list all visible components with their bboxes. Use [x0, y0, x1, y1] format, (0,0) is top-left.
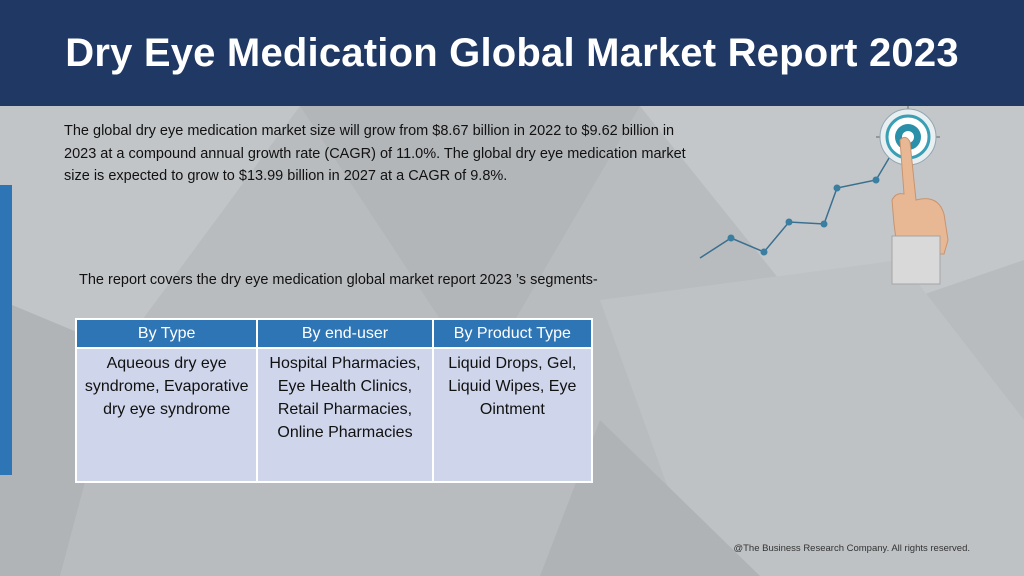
page-title: Dry Eye Medication Global Market Report …: [65, 30, 959, 75]
segments-intro: The report covers the dry eye medication…: [79, 272, 598, 288]
table-header-row: By Type By end-user By Product Type: [74, 318, 594, 349]
column-header: By end-user: [256, 318, 434, 349]
table-cell: Aqueous dry eye syndrome, Evaporative dr…: [74, 347, 259, 483]
intro-paragraph: The global dry eye medication market siz…: [64, 123, 686, 184]
table-row: Aqueous dry eye syndrome, Evaporative dr…: [74, 347, 594, 483]
table-cell: Hospital Pharmacies, Eye Health Clinics,…: [256, 347, 434, 483]
growth-graphic: [699, 106, 949, 285]
column-header: By Type: [74, 318, 259, 349]
target-icon: [876, 106, 940, 168]
title-bar: Dry Eye Medication Global Market Report …: [0, 0, 1024, 106]
pointing-hand-icon: [891, 136, 949, 285]
table-cell: Liquid Drops, Gel, Liquid Wipes, Eye Oin…: [431, 347, 594, 483]
copyright-footer: @The Business Research Company. All righ…: [733, 543, 970, 554]
accent-bar: [0, 185, 12, 475]
column-header: By Product Type: [431, 318, 594, 349]
segments-table: By Type By end-user By Product Type Aque…: [74, 318, 594, 483]
growth-line-icon: [699, 147, 896, 259]
